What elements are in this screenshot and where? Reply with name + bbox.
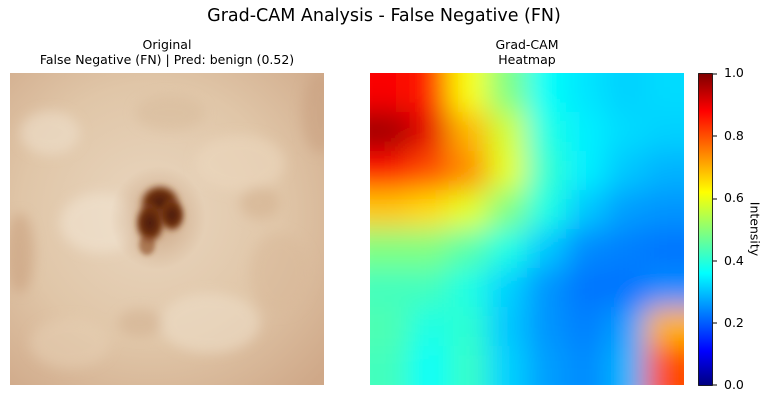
heatmap-cell	[527, 190, 567, 230]
colorbar-gradient	[698, 73, 717, 386]
heatmap-cell	[370, 151, 410, 191]
heatmap-cell	[409, 346, 449, 385]
heatmap-cell	[605, 151, 646, 191]
heatmap-cell	[487, 229, 528, 269]
heatmap-cell	[409, 73, 449, 113]
heatmap-cell	[370, 268, 410, 308]
heatmap-cell	[409, 307, 449, 347]
heatmap-cell	[370, 346, 410, 385]
heatmap-cell	[527, 151, 567, 191]
heatmap-title-line2: Heatmap	[498, 52, 556, 67]
heatmap-cell	[487, 73, 528, 113]
heatmap-cell	[644, 307, 684, 347]
original-title-line1: Original	[142, 37, 192, 52]
heatmap-cell	[644, 190, 684, 230]
heatmap-cell	[605, 229, 646, 269]
heatmap-cell	[566, 346, 606, 385]
heatmap-cell	[566, 73, 606, 113]
heatmap-cell	[487, 268, 528, 308]
heatmap-cell	[566, 190, 606, 230]
figure-title: Grad-CAM Analysis - False Negative (FN)	[207, 6, 561, 26]
heatmap-cell	[448, 112, 489, 152]
heatmap-cell	[527, 112, 567, 152]
original-skin-image	[10, 73, 324, 385]
heatmap-cell	[409, 190, 449, 230]
heatmap-panel-title: Grad-CAM Heatmap	[370, 37, 684, 67]
colorbar-tick-label: 0.0	[724, 377, 744, 392]
heatmap-cell	[605, 346, 646, 385]
heatmap-cell	[409, 268, 449, 308]
heatmap-cell	[409, 229, 449, 269]
heatmap-cell	[644, 268, 684, 308]
heatmap-cell	[527, 346, 567, 385]
colorbar-tick-label: 0.2	[724, 315, 744, 330]
heatmap-cell	[448, 73, 489, 113]
heatmap-cell	[370, 190, 410, 230]
heatmap-cell	[448, 346, 489, 385]
heatmap-cell	[409, 112, 449, 152]
heatmap-cell	[448, 307, 489, 347]
heatmap-cell	[566, 151, 606, 191]
heatmap-cell	[644, 151, 684, 191]
heatmap-cell	[566, 307, 606, 347]
heatmap-cell	[605, 268, 646, 308]
heatmap-cell	[370, 307, 410, 347]
heatmap-cell	[370, 229, 410, 269]
heatmap-cell	[644, 73, 684, 113]
original-panel-title: Original False Negative (FN) | Pred: ben…	[10, 37, 324, 67]
heatmap-cell	[487, 112, 528, 152]
heatmap-cell	[644, 229, 684, 269]
heatmap-cell	[605, 73, 646, 113]
original-title-line2: False Negative (FN) | Pred: benign (0.52…	[39, 52, 295, 67]
gradcam-heatmap	[370, 73, 684, 385]
heatmap-cell	[487, 151, 528, 191]
skin-lesion-picture	[10, 73, 324, 385]
heatmap-cell	[605, 307, 646, 347]
colorbar-tick-label: 0.6	[724, 190, 744, 205]
heatmap-cell	[566, 268, 606, 308]
heatmap-cell	[644, 346, 684, 385]
heatmap-cell	[409, 151, 449, 191]
heatmap-cell	[527, 268, 567, 308]
heatmap-cell	[370, 112, 410, 152]
colorbar-tick-label: 1.0	[724, 65, 744, 80]
colorbar-tick-label: 0.8	[724, 128, 744, 143]
heatmap-cell	[370, 73, 410, 113]
colorbar	[698, 73, 724, 391]
heatmap-plot	[370, 73, 684, 385]
heatmap-cell	[448, 229, 489, 269]
heatmap-title-line1: Grad-CAM	[495, 37, 559, 52]
heatmap-cell	[527, 229, 567, 269]
heatmap-cell	[527, 307, 567, 347]
heatmap-cell	[566, 112, 606, 152]
heatmap-cell	[448, 268, 489, 308]
heatmap-cell	[566, 229, 606, 269]
heatmap-cell	[487, 307, 528, 347]
heatmap-cell	[605, 112, 646, 152]
colorbar-label: Intensity	[747, 201, 763, 257]
colorbar-tick-label: 0.4	[724, 253, 744, 268]
heatmap-cell	[644, 112, 684, 152]
heatmap-cell	[527, 73, 567, 113]
heatmap-cell	[605, 190, 646, 230]
heatmap-cell	[487, 346, 528, 385]
heatmap-cell	[448, 151, 489, 191]
heatmap-cell	[448, 190, 489, 230]
heatmap-cell	[487, 190, 528, 230]
